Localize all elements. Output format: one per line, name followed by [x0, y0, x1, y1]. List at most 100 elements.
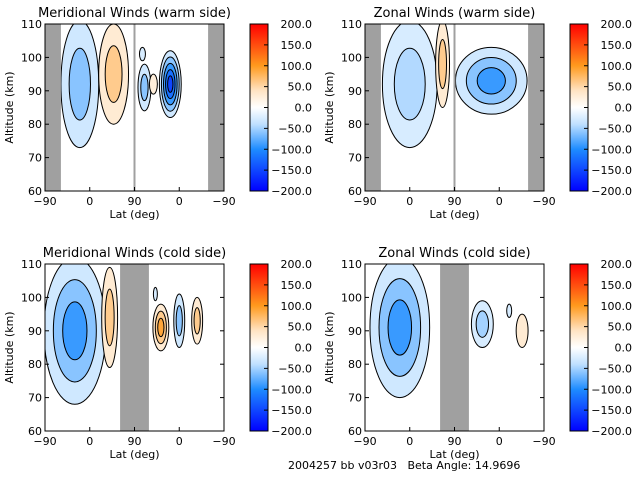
y-tick-label: 110 — [341, 258, 362, 271]
contour-0-level-1 — [393, 47, 426, 121]
x-tick-label: 0 — [176, 195, 183, 208]
colorbar-label: −150.0 — [271, 164, 312, 177]
y-tick-label: 100 — [341, 291, 362, 304]
y-tick-label: 90 — [28, 85, 42, 98]
colorbar-label: −150.0 — [271, 404, 312, 417]
colorbar-label: 150.0 — [281, 279, 313, 292]
contour-4-level-1 — [193, 307, 201, 335]
x-tick-label: −90 — [532, 195, 555, 208]
y-tick-label: 80 — [28, 358, 42, 371]
missing-data-band — [120, 264, 149, 431]
colorbar-label: 50.0 — [288, 81, 313, 94]
panel-2: Meridional Winds (cold side) 60 70 80 90 100 1… — [3, 246, 312, 461]
colorbar-label: −100.0 — [591, 383, 632, 396]
colorbar-label: −200.0 — [591, 425, 632, 438]
colorbar-label: −100.0 — [271, 143, 312, 156]
missing-data-band — [208, 24, 224, 191]
x-tick-label: −90 — [212, 195, 235, 208]
y-tick-label: 100 — [341, 51, 362, 64]
chart-title: Zonal Winds (cold side) — [378, 246, 530, 261]
missing-data-band — [133, 24, 136, 191]
y-axis-label: Altitude (km) — [323, 311, 336, 383]
colorbar-label: −150.0 — [591, 164, 632, 177]
colorbar-label: −50.0 — [278, 122, 312, 135]
colorbar-label: 0.0 — [295, 342, 313, 355]
contour-5-level-0 — [152, 286, 158, 302]
missing-data-band — [528, 24, 544, 191]
x-tick-label: 90 — [128, 195, 142, 208]
colorbar-label: 0.0 — [615, 342, 633, 355]
contour-2-level-2 — [157, 317, 165, 338]
colorbar-label: 200.0 — [281, 258, 313, 271]
y-tick-label: 80 — [28, 118, 42, 131]
contour-2-level-2 — [476, 67, 506, 95]
colorbar-label: 100.0 — [281, 300, 313, 313]
contour-0-level-2 — [62, 301, 88, 361]
y-tick-label: 60 — [28, 425, 42, 438]
colorbar-label: −200.0 — [591, 185, 632, 198]
panel-0: Meridional Winds (warm side) 60 70 80 90 100 1… — [3, 6, 312, 221]
y-tick-label: 80 — [348, 118, 362, 131]
colorbar-label: −200.0 — [271, 185, 312, 198]
chart-title: Meridional Winds (warm side) — [38, 6, 231, 21]
contour-3-level-0 — [506, 303, 513, 318]
y-tick-label: 70 — [348, 392, 362, 405]
contour-1-level-1 — [475, 310, 490, 338]
colorbar-label: 150.0 — [281, 39, 313, 52]
x-tick-label: 90 — [448, 435, 462, 448]
colorbar-label: 0.0 — [295, 102, 313, 115]
x-tick-label: −90 — [353, 195, 376, 208]
y-tick-label: 90 — [28, 325, 42, 338]
y-tick-label: 110 — [21, 258, 42, 271]
x-tick-label: 0 — [176, 435, 183, 448]
colorbar-label: 50.0 — [608, 81, 633, 94]
x-tick-label: 90 — [128, 435, 142, 448]
colorbar-label: −50.0 — [598, 362, 632, 375]
colorbar-label: −100.0 — [271, 383, 312, 396]
x-tick-label: −90 — [33, 195, 56, 208]
chart-title: Meridional Winds (cold side) — [43, 246, 226, 261]
contour-3-level-1 — [175, 305, 183, 337]
x-tick-label: 0 — [86, 435, 93, 448]
missing-data-band — [453, 24, 456, 191]
x-tick-label: −90 — [33, 435, 56, 448]
colorbar-label: 0.0 — [615, 102, 633, 115]
missing-data-band — [365, 24, 381, 191]
y-axis-label: Altitude (km) — [3, 71, 16, 143]
colorbar-label: 150.0 — [601, 39, 633, 52]
x-tick-label: 0 — [496, 435, 503, 448]
contour-0-level-1 — [68, 47, 91, 121]
chart-title: Zonal Winds (warm side) — [374, 6, 536, 21]
contour-1-level-1 — [104, 45, 123, 103]
panel-1: Zonal Winds (warm side) 60 70 80 90 100 110 −90… — [323, 6, 632, 221]
colorbar-label: −150.0 — [591, 404, 632, 417]
y-tick-label: 70 — [28, 392, 42, 405]
y-tick-label: 110 — [21, 18, 42, 31]
missing-data-band — [440, 264, 469, 431]
y-tick-label: 60 — [348, 425, 362, 438]
x-axis-label: Lat (deg) — [430, 208, 480, 221]
x-tick-label: 0 — [496, 195, 503, 208]
y-tick-label: 70 — [28, 152, 42, 165]
contour-2-level-0 — [515, 313, 529, 349]
contour-0-level-2 — [387, 299, 413, 356]
y-tick-label: 110 — [341, 18, 362, 31]
contour-1-level-1 — [104, 288, 115, 347]
contour-3-level-0 — [148, 73, 158, 95]
y-tick-label: 60 — [28, 185, 42, 198]
x-tick-label: −90 — [212, 435, 235, 448]
colorbar-label: 200.0 — [601, 258, 633, 271]
colorbar-label: 100.0 — [601, 60, 633, 73]
x-axis-label: Lat (deg) — [430, 448, 480, 461]
y-tick-label: 100 — [21, 291, 42, 304]
footer-info: 2004257 bb v03r03 Beta Angle: 14.9696 — [288, 459, 521, 472]
colorbar-label: 200.0 — [601, 18, 633, 31]
y-tick-label: 80 — [348, 358, 362, 371]
contour-2-level-1 — [140, 73, 149, 102]
colorbar-label: −50.0 — [278, 362, 312, 375]
x-axis-label: Lat (deg) — [110, 208, 160, 221]
contour-4-level-0 — [138, 46, 146, 62]
x-tick-label: 90 — [448, 195, 462, 208]
colorbar-label: 100.0 — [281, 60, 313, 73]
